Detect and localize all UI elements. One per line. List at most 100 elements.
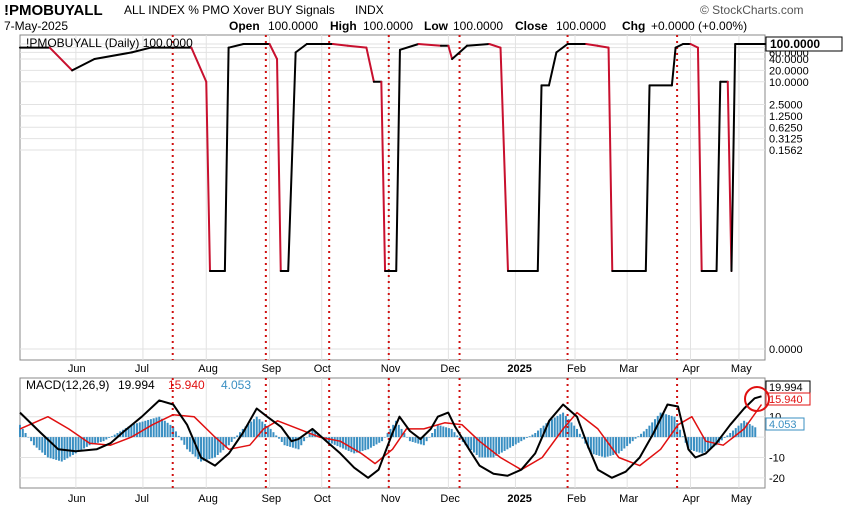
histogram-bar (77, 437, 80, 452)
histogram-bar (698, 437, 701, 453)
histogram-bar (445, 427, 448, 438)
macd-signal-vlines (171, 378, 679, 488)
chg-label: Chg (622, 19, 645, 33)
histogram-bar (163, 420, 166, 438)
histogram-bar (520, 437, 523, 442)
histogram-bar (559, 414, 562, 438)
histogram-bar (587, 437, 590, 449)
histogram-bar (623, 437, 626, 449)
histogram-bar (553, 417, 556, 438)
histogram-bar (514, 437, 517, 445)
histogram-bar (336, 437, 339, 447)
histogram-bar (258, 419, 261, 438)
price-x-tick: Mar (619, 363, 638, 375)
histogram-bar (492, 437, 495, 458)
macd-x-tick: Apr (683, 493, 700, 505)
histogram-bar (113, 434, 116, 438)
histogram-bar (550, 419, 553, 438)
histogram-bar (252, 419, 255, 438)
histogram-bar (147, 419, 150, 438)
histogram-bar (706, 437, 709, 451)
histogram-bar (500, 437, 503, 453)
histogram-bar (247, 424, 250, 438)
histogram-bar (695, 437, 698, 452)
histogram-bar (665, 414, 668, 438)
histogram-bar (280, 437, 283, 442)
histogram-bar (44, 437, 47, 456)
histogram-bar (30, 437, 33, 442)
histogram-bar (353, 437, 356, 454)
histogram-bar (141, 421, 144, 438)
macd-x-tick: Feb (567, 493, 586, 505)
histogram-bar (431, 433, 434, 438)
histogram-bar (180, 437, 183, 441)
price-segment (227, 43, 245, 49)
histogram-bar (239, 432, 242, 438)
macd-legend-label: MACD(12,26,9) (26, 378, 109, 392)
histogram-bar (408, 437, 411, 442)
histogram-bar (548, 420, 551, 438)
histogram-bar (99, 437, 102, 442)
histogram-bar (464, 437, 467, 446)
price-x-tick: Nov (381, 363, 401, 375)
histogram-bar (211, 437, 214, 459)
histogram-bar (411, 437, 414, 442)
histogram-bar (233, 437, 236, 439)
histogram-bar (367, 437, 370, 450)
low-label: Low (424, 19, 449, 33)
histogram-bar (255, 416, 258, 438)
histogram-bar (386, 433, 389, 438)
price-segment (398, 43, 420, 51)
signal-value-box (765, 392, 811, 406)
macd-line (19, 395, 762, 479)
price-x-axis: Jun Jul Aug Sep Oct Nov Dec 2025 Feb Mar Apr May (68, 363, 752, 375)
histogram-bar (158, 416, 161, 438)
histogram-bar (539, 428, 542, 438)
hist-value-box (765, 417, 805, 431)
price-segment (276, 58, 282, 272)
histogram-bar (389, 428, 392, 438)
histogram-bar (692, 437, 695, 451)
histogram-bar (489, 437, 492, 458)
price-x-tick: Sep (262, 363, 282, 375)
price-segment (380, 80, 387, 272)
histogram-bar (511, 437, 514, 447)
high-value: 100.0000 (363, 19, 413, 33)
price-segment (130, 46, 152, 54)
histogram-bar (667, 415, 670, 438)
histogram-bar (715, 437, 718, 446)
histogram-bar (266, 426, 269, 438)
histogram-bar (308, 433, 311, 438)
close-label: Close (515, 19, 548, 33)
histogram-bar (578, 433, 581, 438)
histogram-bar (606, 437, 609, 457)
price-segment (71, 58, 96, 72)
histogram-bar (528, 436, 531, 438)
histogram-bar (676, 423, 679, 438)
histogram-bar (400, 428, 403, 438)
histogram-bar (679, 429, 682, 438)
price-x-tick: 2025 (507, 363, 531, 375)
histogram-bar (734, 428, 737, 438)
price-segment (447, 44, 454, 61)
histogram-bar (417, 437, 420, 444)
price-segment (670, 46, 677, 87)
price-y-axis: 80.000060.000040.000020.000010.00002.500… (769, 43, 809, 356)
histogram-bar (372, 437, 375, 447)
histogram-bar (531, 434, 534, 438)
histogram-bar (525, 437, 528, 438)
histogram-bar (333, 437, 336, 445)
histogram-bar (264, 424, 267, 438)
histogram-bar (681, 436, 684, 438)
histogram-bar (297, 437, 300, 450)
histogram-bar (152, 418, 155, 438)
price-y-tick: 20.0000 (769, 65, 809, 77)
histogram-bar (637, 436, 640, 438)
histogram-bar (94, 437, 97, 444)
histogram-bar (32, 437, 35, 446)
histogram-bar (216, 437, 219, 456)
histogram-bar (397, 424, 400, 438)
price-line (19, 43, 766, 272)
price-x-tick: May (731, 363, 752, 375)
histogram-bar (105, 437, 108, 440)
